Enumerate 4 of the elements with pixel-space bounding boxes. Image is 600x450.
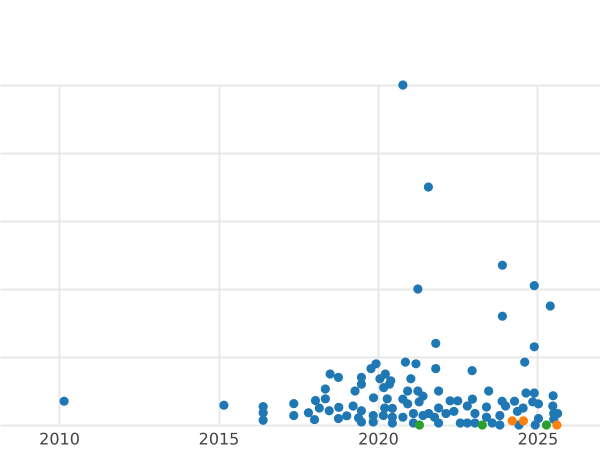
x-tick-label: 2025: [518, 430, 558, 448]
x-tick-label: 2020: [358, 430, 399, 448]
x-tick-label: 2015: [198, 430, 240, 448]
x-tick-label: 2010: [39, 430, 80, 448]
